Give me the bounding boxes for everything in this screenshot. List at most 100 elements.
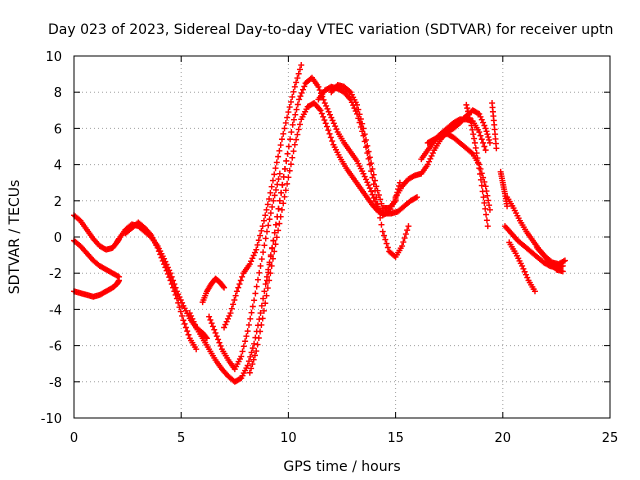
series-track-4 <box>116 221 210 342</box>
data-point <box>297 93 304 100</box>
data-point <box>251 249 258 256</box>
data-point <box>520 265 527 272</box>
y-tick-label: 0 <box>54 231 62 246</box>
data-point <box>276 170 283 177</box>
data-point <box>285 109 292 116</box>
data-point <box>271 192 278 199</box>
data-point <box>483 211 490 218</box>
series-track-18 <box>489 100 500 152</box>
data-point <box>260 249 267 256</box>
data-point <box>258 256 265 263</box>
data-point <box>223 318 230 325</box>
data-point <box>366 154 373 161</box>
data-point <box>486 202 493 209</box>
data-point <box>276 220 283 227</box>
tick-labels: 0 5 10 15 20 25 -10 -8 -6 -4 -2 0 2 4 6 8 10 <box>41 50 619 446</box>
data-point <box>379 228 386 235</box>
data-point <box>257 310 264 317</box>
data-point <box>280 130 287 137</box>
data-point <box>247 315 254 322</box>
data-point <box>378 200 385 207</box>
data-point <box>294 101 301 108</box>
series-track-2 <box>71 237 123 280</box>
series-track-7 <box>206 170 283 373</box>
data-point <box>480 119 487 126</box>
data-point <box>188 312 195 319</box>
data-point <box>261 288 268 295</box>
data-point <box>246 369 253 376</box>
data-point <box>251 297 258 304</box>
series-track-3 <box>71 277 123 300</box>
data-point <box>176 304 183 311</box>
data-point <box>236 281 243 288</box>
y-tick-label: 10 <box>45 50 62 65</box>
data-point <box>480 139 487 146</box>
data-point <box>477 113 484 120</box>
data-point <box>154 244 161 251</box>
data-point <box>260 295 267 302</box>
data-point <box>245 358 252 365</box>
data-point <box>481 143 488 150</box>
data-point <box>472 144 479 151</box>
data-point <box>321 100 328 107</box>
data-point <box>486 139 493 146</box>
data-point <box>228 305 235 312</box>
data-point <box>363 176 370 183</box>
data-point <box>286 104 293 111</box>
data-point <box>370 171 377 178</box>
y-tick-label: 4 <box>54 159 62 174</box>
data-point <box>273 234 280 241</box>
data-point <box>484 192 491 199</box>
data-point <box>258 302 265 309</box>
data-point <box>477 132 484 139</box>
data-point <box>269 177 276 184</box>
data-point <box>471 139 478 146</box>
data-point <box>261 242 268 249</box>
data-point <box>476 165 483 172</box>
data-point <box>560 258 567 265</box>
data-point <box>354 101 361 108</box>
data-point <box>247 353 254 360</box>
data-point <box>467 118 474 125</box>
data-point <box>291 141 298 148</box>
data-point <box>263 277 270 284</box>
data-point <box>292 111 299 118</box>
data-point <box>252 290 259 297</box>
data-point <box>217 342 224 349</box>
y-tick-label: 8 <box>54 86 62 101</box>
data-point <box>323 102 330 109</box>
series-track-1 <box>71 212 123 253</box>
data-point <box>294 131 301 138</box>
data-point <box>238 353 245 360</box>
data-point <box>184 328 191 335</box>
data-point <box>275 176 282 183</box>
data-point <box>270 237 277 244</box>
data-point <box>483 217 490 224</box>
data-point <box>251 340 258 347</box>
data-point <box>173 295 180 302</box>
data-point <box>259 223 266 230</box>
data-point <box>317 107 324 114</box>
data-point <box>189 315 196 322</box>
data-point <box>477 165 484 172</box>
data-point <box>476 129 483 136</box>
data-point <box>476 110 483 117</box>
data-point <box>264 201 271 208</box>
data-point <box>301 83 308 90</box>
series-track-22 <box>506 239 538 295</box>
data-point <box>357 115 364 122</box>
data-point <box>250 356 257 363</box>
data-point <box>360 125 367 132</box>
data-point <box>162 264 169 271</box>
data-point <box>260 307 267 314</box>
data-point <box>233 288 240 295</box>
data-point <box>296 96 303 103</box>
data-point <box>272 241 279 248</box>
data-point <box>289 121 296 128</box>
data-point <box>361 131 368 138</box>
data-point <box>320 96 327 103</box>
data-point <box>211 326 218 333</box>
data-point <box>260 217 267 224</box>
data-point <box>477 171 484 178</box>
